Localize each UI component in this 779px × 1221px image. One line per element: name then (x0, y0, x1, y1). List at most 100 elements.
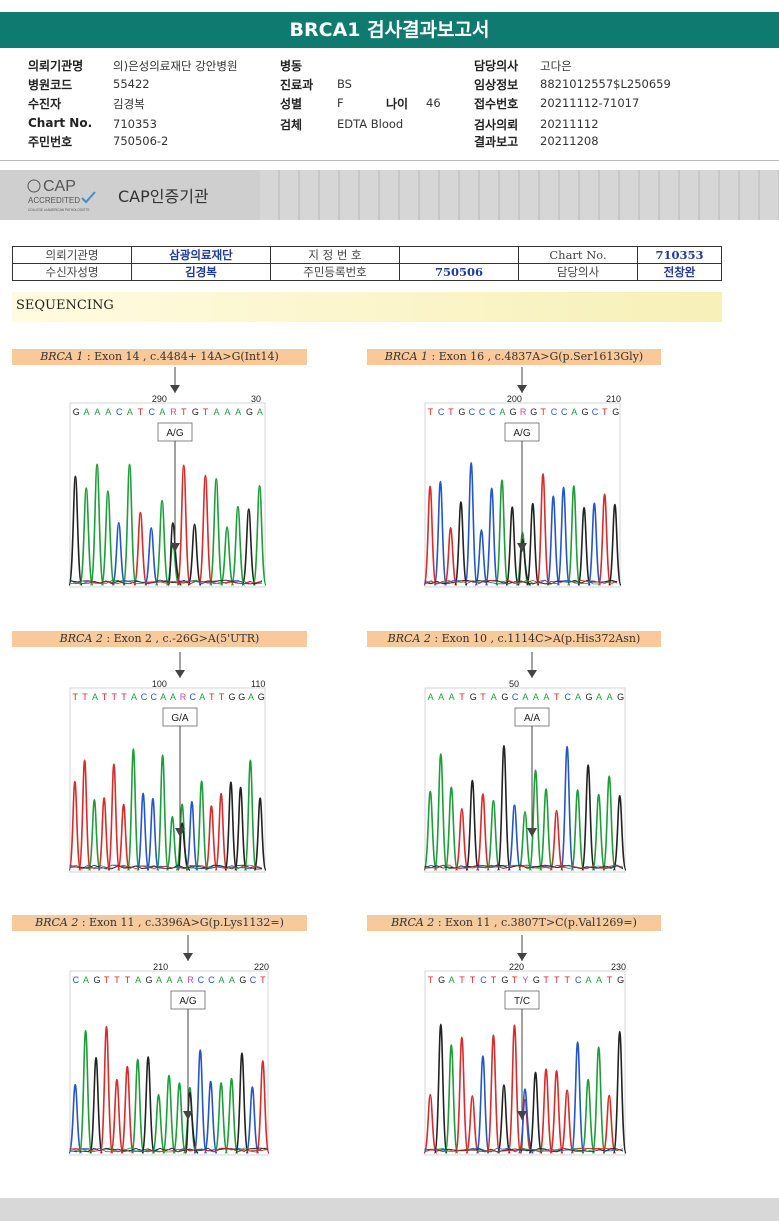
arrow-down-icon (175, 828, 185, 837)
divider (0, 160, 779, 161)
base-call: T (138, 407, 144, 417)
trace-peak (141, 1056, 156, 1154)
trace-peak (253, 797, 267, 871)
base-call: A (170, 692, 176, 702)
trace-peak (89, 1056, 104, 1154)
cap-label: CAP인증기관 (118, 187, 209, 206)
info-value: 710353 (113, 117, 157, 131)
base-call: A (94, 407, 100, 417)
trace-peak (560, 1089, 575, 1154)
base-call: A (127, 407, 133, 417)
trace-peak (433, 1023, 448, 1154)
base-call: A (199, 692, 205, 702)
base-call: T (602, 407, 608, 417)
trace-peak (602, 775, 617, 871)
trace-peak (194, 780, 209, 871)
cap-banner (0, 170, 779, 220)
base-call: G (246, 407, 253, 417)
trace-peak (602, 1094, 617, 1154)
base-call: T (203, 407, 209, 417)
base-call: A (229, 975, 235, 985)
trace-peak (214, 1082, 229, 1154)
trace-peak (453, 501, 468, 586)
trace-peak (111, 521, 127, 586)
trace-peak (133, 511, 148, 586)
base-call: C (198, 975, 205, 985)
base-call: C (116, 407, 123, 417)
trace-peak (536, 473, 550, 586)
trace-peak (612, 1030, 627, 1154)
position-number: 290 (152, 394, 167, 404)
trace-peak (423, 485, 438, 586)
table-cell: Chart No. (518, 246, 638, 264)
base-call: T (543, 975, 549, 985)
gene-name: BRCA 1 (40, 350, 84, 363)
base-call: C (250, 975, 257, 985)
base-call: A (586, 975, 592, 985)
trace-peak (245, 1086, 260, 1154)
base-call: A (159, 407, 165, 417)
base-call: A (438, 692, 444, 702)
base-call: T (102, 692, 108, 702)
trace-peak (107, 763, 121, 871)
trace-peak (612, 794, 627, 871)
variant-description: : Exon 10 , c.1114C>A(p.His372Asn) (434, 632, 641, 645)
trace-peak (581, 1078, 596, 1154)
trace-peak (204, 805, 219, 871)
cap-logo-sub: ACCREDITED (28, 196, 80, 205)
info-label: 검체 (280, 118, 303, 132)
trace-peak (528, 769, 543, 871)
info-value: 46 (426, 96, 441, 110)
base-call: R (180, 692, 187, 702)
position-number: 210 (606, 394, 621, 404)
baseline-trace (424, 579, 618, 585)
position-number: 110 (251, 679, 265, 689)
position-number: 230 (611, 962, 626, 972)
base-call: G (238, 692, 245, 702)
trace-peak (546, 495, 561, 586)
info-label: 수진자 (28, 97, 62, 111)
base-call: C (479, 407, 486, 417)
arrow-down-icon (517, 953, 527, 961)
base-call: T (470, 975, 476, 985)
table-cell: 수신자성명 (12, 263, 132, 281)
trace-peak (116, 803, 131, 871)
base-call: C (575, 975, 582, 985)
table-cell (399, 246, 519, 264)
trace-peak (443, 526, 458, 586)
trace-peak (496, 744, 512, 871)
base-call: G (239, 975, 246, 985)
info-label: Chart No. (28, 116, 93, 130)
arrow-down-icon (175, 670, 185, 678)
arrow-down-icon (527, 670, 537, 678)
trace-peak (505, 506, 520, 586)
table-cell: 750506 (399, 263, 519, 281)
variant-description: : Exon 16 , c.4837A>G(p.Ser1613Gly) (431, 350, 644, 363)
trace-peak (151, 1093, 166, 1154)
info-value: 20211112-71017 (540, 96, 640, 110)
trace-peak (68, 1083, 83, 1154)
trace-peak (591, 1046, 606, 1154)
info-label: 진료과 (280, 78, 314, 92)
base-call: G (470, 692, 477, 702)
baseline-trace (424, 864, 624, 870)
trace-peak (433, 753, 448, 871)
trace-peak (519, 1088, 535, 1154)
gene-name: BRCA 2 (35, 916, 79, 929)
base-call: C (489, 407, 496, 417)
base-call: T (82, 692, 88, 702)
base-call: A (83, 975, 89, 985)
base-call: A (219, 975, 225, 985)
base-call: G (586, 692, 593, 702)
trace-peak (486, 1034, 501, 1154)
arrow-down-icon (527, 828, 537, 837)
base-call: C (149, 407, 156, 417)
base-call: G (501, 692, 508, 702)
report-title: BRCA1 검사결과보고서 (0, 12, 779, 48)
trace-peak (486, 799, 501, 871)
trace-peak (187, 523, 202, 586)
decorative-pattern (260, 170, 779, 220)
trace-peak (214, 792, 228, 871)
section-title: SEQUENCING (16, 298, 114, 313)
base-call: C (480, 975, 487, 985)
